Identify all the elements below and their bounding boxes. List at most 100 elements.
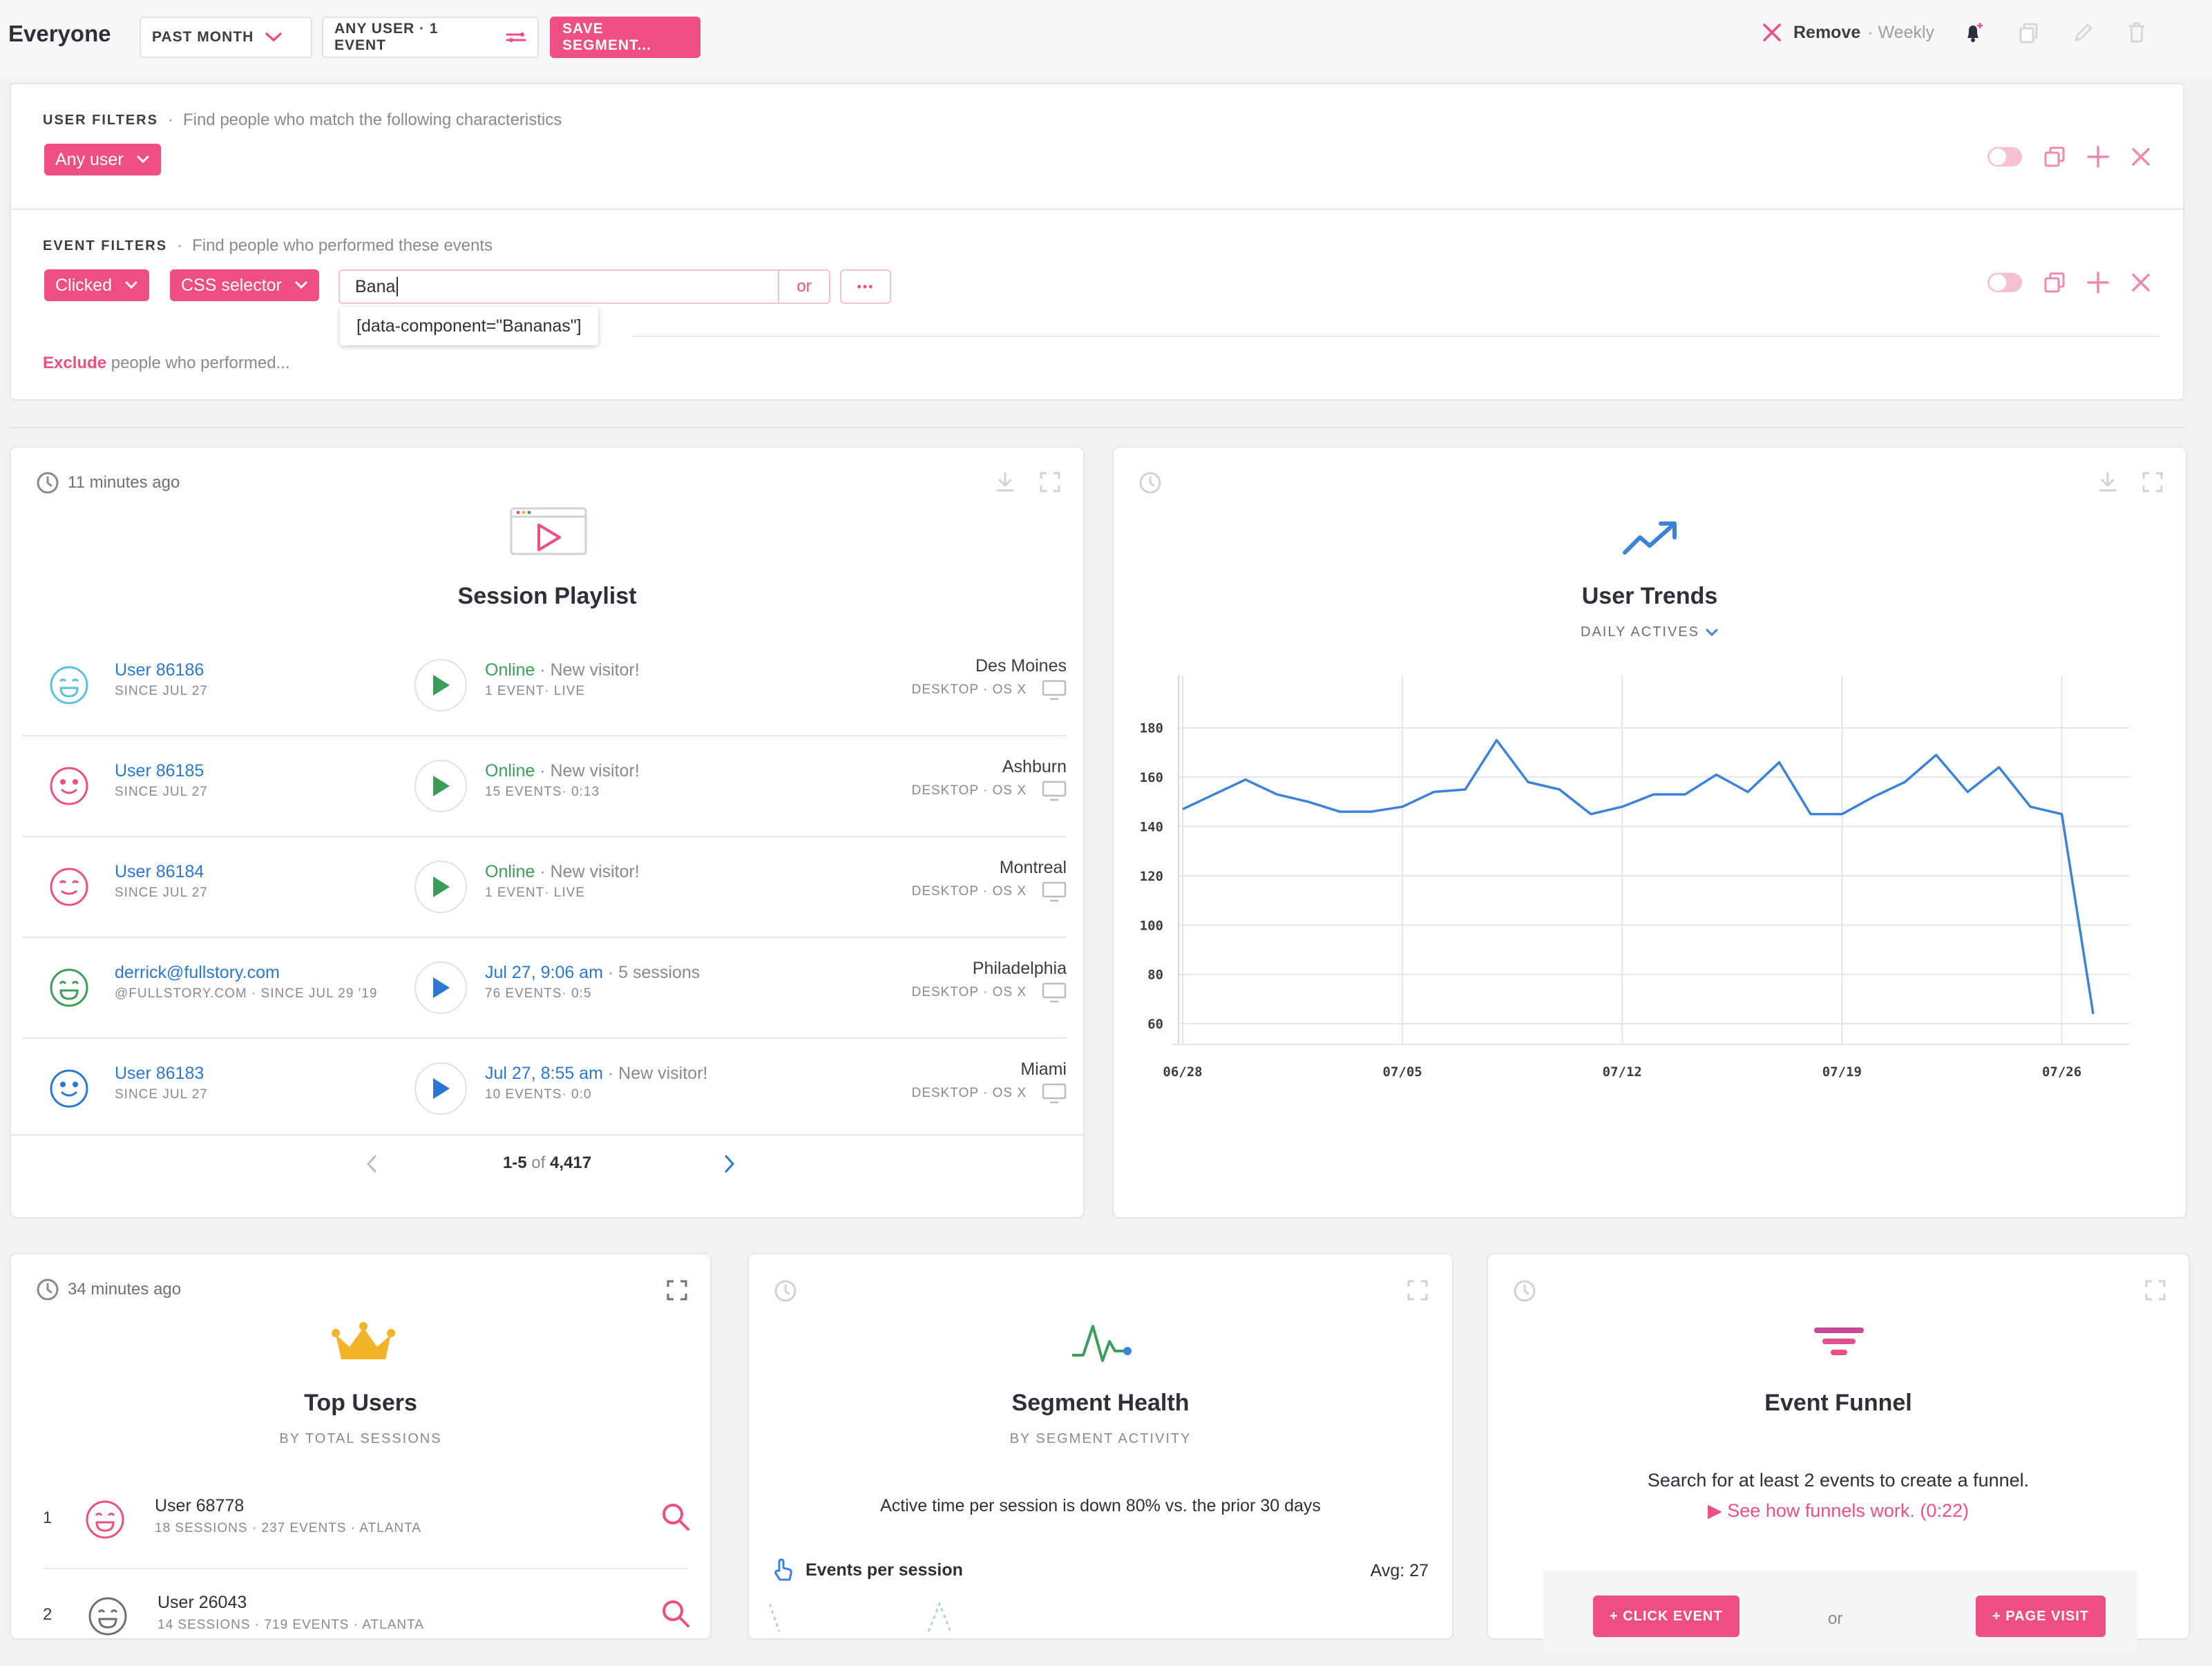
add-icon[interactable]	[2086, 271, 2110, 294]
avatar-icon	[84, 1499, 126, 1540]
play-button[interactable]	[414, 961, 467, 1014]
more-options-button[interactable]: •••	[840, 269, 891, 304]
expand-icon[interactable]	[666, 1279, 688, 1301]
toggle-switch[interactable]	[1987, 272, 2023, 293]
funnel-video-link[interactable]: ▶ See how funnels work. (0:22)	[1488, 1500, 2189, 1522]
user-link[interactable]: User 86183	[115, 1064, 204, 1084]
status-note: New visitor!	[618, 1064, 707, 1083]
user-link[interactable]: derrick@fullstory.com	[115, 963, 280, 983]
device-label: DESKTOP · OS X	[912, 783, 1027, 798]
y-tick-label: 80	[1147, 968, 1163, 983]
event-filter-actions	[1987, 271, 2151, 294]
download-icon[interactable]	[2097, 471, 2118, 493]
play-button[interactable]	[414, 659, 467, 711]
avatar-icon	[48, 866, 90, 908]
play-icon	[430, 875, 451, 899]
session-status: Online · New visitor!	[485, 761, 640, 781]
filter-summary-button[interactable]: ANY USER · 1 EVENT	[322, 17, 539, 58]
avatar-icon	[87, 1596, 128, 1637]
list-item[interactable]: 2 User 26043 14 SESSIONS · 719 EVENTS · …	[32, 1569, 688, 1666]
close-icon[interactable]	[1762, 22, 1782, 43]
list-item[interactable]: 1 User 68778 18 SESSIONS · 237 EVENTS · …	[32, 1473, 688, 1569]
user-link[interactable]: User 86185	[115, 761, 204, 781]
user-name[interactable]: User 26043	[158, 1593, 247, 1613]
expand-icon[interactable]	[1039, 471, 1061, 493]
status-note: New visitor!	[550, 660, 639, 680]
avatar-icon	[48, 664, 90, 706]
metric-label: Events per session	[805, 1560, 963, 1580]
expand-icon[interactable]	[2144, 1279, 2166, 1301]
close-icon[interactable]	[2130, 272, 2151, 293]
playlist-title: Session Playlist	[11, 583, 1083, 610]
pencil-icon[interactable]	[2072, 21, 2095, 44]
expand-icon[interactable]	[1407, 1279, 1429, 1301]
pagination-label: 1-5 of 4,417	[11, 1153, 1083, 1173]
bullet-separator: ·	[535, 761, 550, 781]
add-page-visit-button[interactable]: + PAGE VISIT	[1976, 1596, 2106, 1637]
exclude-description: people who performed...	[111, 354, 290, 372]
frequency-label[interactable]: · Weekly	[1867, 23, 1934, 43]
expand-icon[interactable]	[2142, 471, 2164, 493]
or-button[interactable]: or	[779, 271, 829, 303]
segment-health-card: Segment Health BY SEGMENT ACTIVITY Activ…	[747, 1253, 1453, 1640]
user-type-select[interactable]: Any user	[44, 144, 161, 175]
monitor-icon	[1042, 680, 1067, 700]
monitor-icon	[1042, 881, 1067, 902]
play-button[interactable]	[414, 760, 467, 812]
x-tick-label: 07/12	[1603, 1064, 1642, 1080]
divider	[22, 937, 1067, 938]
exclude-link[interactable]: Exclude	[43, 354, 106, 372]
rank: 1	[43, 1509, 52, 1528]
user-since: SINCE JUL 27	[115, 885, 208, 901]
divider	[22, 836, 1067, 837]
x-tick-label: 07/05	[1383, 1064, 1422, 1080]
trash-icon[interactable]	[2126, 21, 2147, 44]
user-filters-label: USER FILTERS	[43, 113, 158, 128]
download-icon[interactable]	[995, 471, 1016, 493]
close-icon[interactable]	[2130, 146, 2151, 167]
copy-icon[interactable]	[2019, 21, 2039, 44]
top-users-title: Top Users	[11, 1390, 710, 1417]
remove-button[interactable]: Remove	[1793, 23, 1860, 43]
metric-dropdown[interactable]: DAILY ACTIVES	[1114, 624, 2186, 640]
duplicate-icon[interactable]	[2043, 146, 2066, 168]
search-icon[interactable]	[660, 1502, 691, 1532]
status-note: New visitor!	[550, 862, 639, 881]
pulse-icon	[1069, 1321, 1136, 1366]
toggle-switch[interactable]	[1987, 146, 2023, 167]
css-selector-input[interactable]: Bana	[340, 271, 778, 303]
play-button[interactable]	[414, 861, 467, 913]
bullet-separator: ·	[535, 862, 550, 881]
clock-icon	[1138, 471, 1162, 495]
user-since: SINCE JUL 27	[115, 1087, 208, 1102]
time-range-dropdown[interactable]: PAST MONTH	[140, 17, 312, 58]
last-updated-label: 11 minutes ago	[68, 473, 180, 492]
event-type-select[interactable]: Clicked	[44, 269, 149, 301]
play-button[interactable]	[414, 1062, 467, 1115]
segment-name[interactable]: Everyone	[8, 21, 111, 47]
location: Des Moines	[975, 656, 1067, 676]
search-icon[interactable]	[660, 1598, 691, 1629]
duplicate-icon[interactable]	[2043, 271, 2066, 294]
user-link[interactable]: User 86184	[115, 862, 204, 882]
session-detail: 1 EVENT· LIVE	[485, 885, 585, 901]
add-click-event-button[interactable]: + CLICK EVENT	[1593, 1596, 1739, 1637]
selector-suggestion[interactable]: [data-component="Bananas"]	[340, 307, 598, 345]
session-row[interactable]: derrick@fullstory.com@FULLSTORY.COM · SI…	[22, 939, 1067, 1039]
user-name[interactable]: User 68778	[155, 1496, 244, 1516]
target-type-select[interactable]: CSS selector	[170, 269, 319, 301]
chevron-down-icon	[294, 281, 308, 289]
chevron-down-icon	[265, 32, 283, 43]
bell-add-icon[interactable]	[1963, 21, 1984, 44]
chevron-down-icon	[136, 155, 150, 164]
user-link[interactable]: User 86186	[115, 660, 204, 680]
add-icon[interactable]	[2086, 145, 2110, 169]
device-info: DESKTOP · OS X	[912, 1083, 1067, 1104]
next-page-icon[interactable]	[723, 1153, 736, 1174]
save-segment-button[interactable]: SAVE SEGMENT...	[550, 17, 700, 58]
